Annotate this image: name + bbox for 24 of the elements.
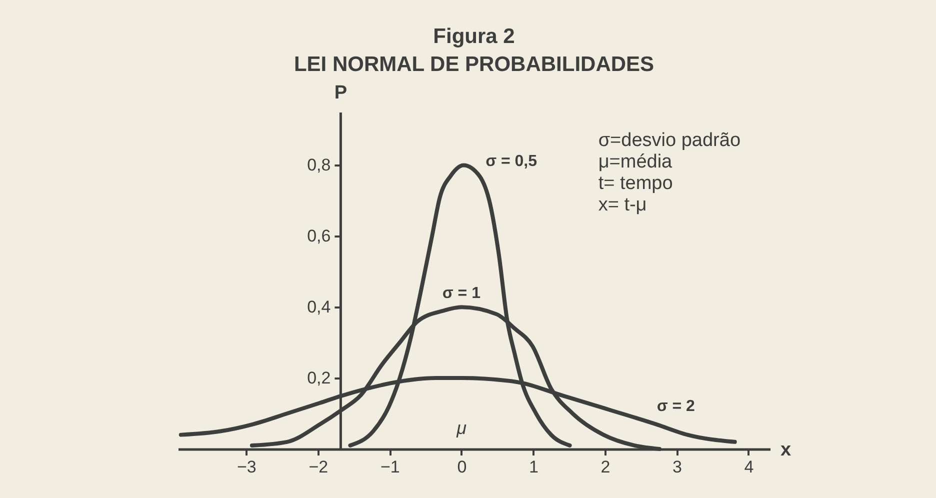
series-label: σ = 2	[656, 398, 696, 416]
y-tick-label: 0,2	[307, 368, 331, 388]
x-tick-label: 1	[528, 458, 538, 476]
y-axis-title: P	[334, 82, 348, 104]
annotation: x= t-μ	[598, 194, 647, 216]
x-tick-label: 0	[457, 458, 467, 476]
x-axis-title: x	[780, 440, 792, 460]
x-tick-label: −1	[380, 458, 400, 476]
y-tick-label: 0,6	[307, 226, 331, 246]
y-tick-label: 0,4	[307, 298, 331, 317]
y-tick-label: 0,8	[307, 156, 331, 175]
annotation: σ=desvio padrão	[598, 130, 741, 151]
annotation: μ	[456, 418, 467, 438]
x-tick-label: −2	[308, 458, 328, 476]
annotation: μ=média	[598, 152, 673, 172]
x-tick-label: 2	[600, 458, 610, 476]
chart-subtitle: LEI NORMAL DE PROBABILIDADES	[294, 53, 654, 76]
series-label: σ = 1	[442, 285, 481, 302]
x-tick-label: −3	[236, 458, 256, 476]
annotation: t= tempo	[598, 173, 673, 194]
x-tick-label: 3	[672, 458, 682, 476]
series-label: σ = 0,5	[486, 153, 538, 170]
x-tick-label: 4	[744, 458, 754, 476]
chart-title: Figura 2	[433, 25, 515, 48]
